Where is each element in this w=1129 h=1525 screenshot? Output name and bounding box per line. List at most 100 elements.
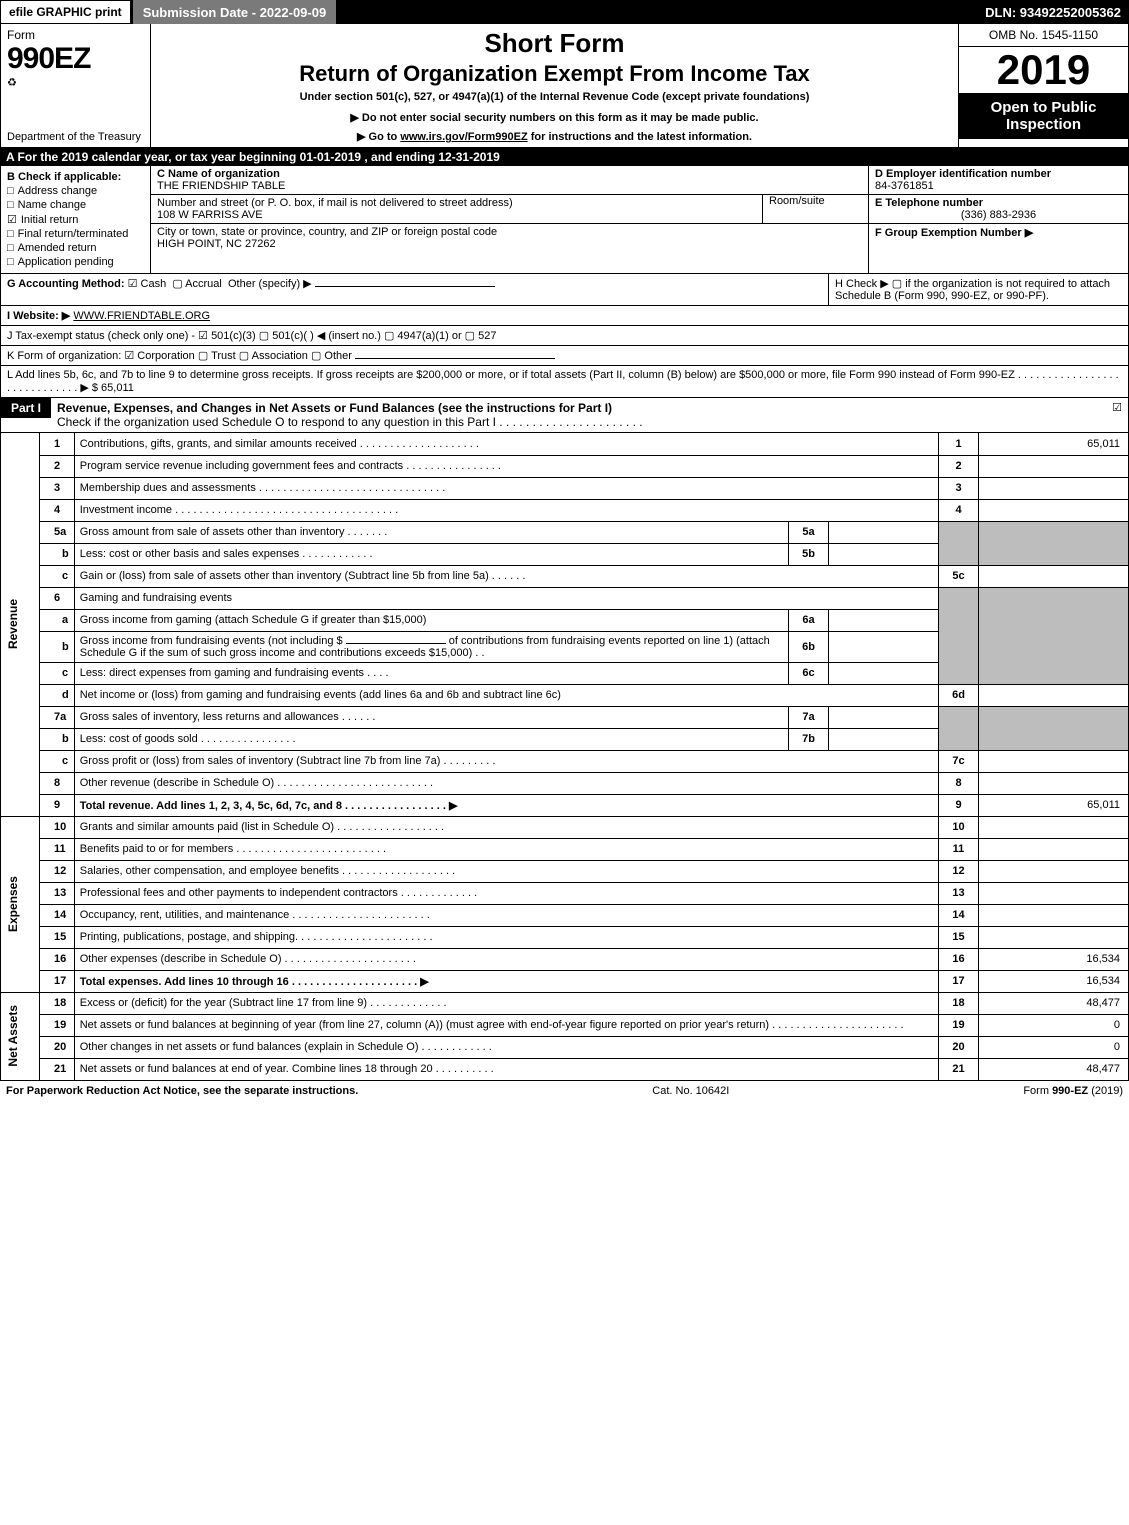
g-label: G Accounting Method: bbox=[7, 278, 125, 290]
l19-desc: Net assets or fund balances at beginning… bbox=[74, 1014, 938, 1036]
l12-rnum: 12 bbox=[939, 860, 979, 882]
line-2: 2 Program service revenue including gove… bbox=[1, 455, 1129, 477]
chk-address-change[interactable]: Address change bbox=[7, 185, 144, 197]
l6a-desc: Gross income from gaming (attach Schedul… bbox=[74, 609, 788, 631]
under-section: Under section 501(c), 527, or 4947(a)(1)… bbox=[159, 91, 950, 103]
l5a-desc: Gross amount from sale of assets other t… bbox=[74, 521, 788, 543]
l5a-num: 5a bbox=[40, 521, 75, 543]
line-1: Revenue 1 Contributions, gifts, grants, … bbox=[1, 433, 1129, 455]
line-5a: 5a Gross amount from sale of assets othe… bbox=[1, 521, 1129, 543]
k-other-line bbox=[355, 358, 555, 359]
section-b-title: B Check if applicable: bbox=[7, 171, 144, 183]
line-13: 13 Professional fees and other payments … bbox=[1, 882, 1129, 904]
g-other[interactable]: Other (specify) ▶ bbox=[228, 278, 312, 290]
l6b-mini: 6b bbox=[789, 631, 829, 662]
efile-print-button[interactable]: efile GRAPHIC print bbox=[0, 0, 131, 24]
l7c-rnum: 7c bbox=[939, 750, 979, 772]
dln-label: DLN: 93492252005362 bbox=[977, 0, 1129, 24]
l20-rnum: 20 bbox=[939, 1036, 979, 1058]
form-header: Form 990EZ ♻ Department of the Treasury … bbox=[0, 24, 1129, 148]
l5c-val bbox=[979, 565, 1129, 587]
line-14: 14 Occupancy, rent, utilities, and maint… bbox=[1, 904, 1129, 926]
street-value: 108 W FARRISS AVE bbox=[157, 209, 756, 221]
g-cash[interactable]: ☑ Cash bbox=[128, 278, 167, 290]
l6c-num: c bbox=[40, 662, 75, 684]
row-h: H Check ▶ ▢ if the organization is not r… bbox=[828, 274, 1128, 305]
l6a-num: a bbox=[40, 609, 75, 631]
l1-desc: Contributions, gifts, grants, and simila… bbox=[74, 433, 938, 455]
l14-desc: Occupancy, rent, utilities, and maintena… bbox=[74, 904, 938, 926]
l11-desc: Benefits paid to or for members . . . . … bbox=[74, 838, 938, 860]
part-1-label: Part I bbox=[1, 398, 51, 418]
chk-application-pending[interactable]: Application pending bbox=[7, 256, 144, 268]
j-text: J Tax-exempt status (check only one) - ☑… bbox=[7, 330, 496, 342]
l6a-mini: 6a bbox=[789, 609, 829, 631]
chk-final-return[interactable]: Final return/terminated bbox=[7, 228, 144, 240]
section-c: C Name of organization THE FRIENDSHIP TA… bbox=[151, 166, 868, 273]
l19-num: 19 bbox=[40, 1014, 75, 1036]
k-text: K Form of organization: ☑ Corporation ▢ … bbox=[7, 350, 352, 362]
l21-desc: Net assets or fund balances at end of ye… bbox=[74, 1058, 938, 1080]
l17-rnum: 17 bbox=[939, 970, 979, 992]
l19-val: 0 bbox=[979, 1014, 1129, 1036]
l17-num: 17 bbox=[40, 970, 75, 992]
i-label: I Website: ▶ bbox=[7, 310, 70, 322]
chk-name-change[interactable]: Name change bbox=[7, 199, 144, 211]
line-9: 9 Total revenue. Add lines 1, 2, 3, 4, 5… bbox=[1, 794, 1129, 816]
l11-val bbox=[979, 838, 1129, 860]
l3-desc: Membership dues and assessments . . . . … bbox=[74, 477, 938, 499]
l4-num: 4 bbox=[40, 499, 75, 521]
l15-desc: Printing, publications, postage, and shi… bbox=[74, 926, 938, 948]
l14-rnum: 14 bbox=[939, 904, 979, 926]
ssn-warning: ▶ Do not enter social security numbers o… bbox=[159, 111, 950, 124]
l7b-mini: 7b bbox=[789, 728, 829, 750]
l18-rnum: 18 bbox=[939, 992, 979, 1014]
row-l: L Add lines 5b, 6c, and 7b to line 9 to … bbox=[0, 366, 1129, 398]
line-5c: c Gain or (loss) from sale of assets oth… bbox=[1, 565, 1129, 587]
l16-desc: Other expenses (describe in Schedule O) … bbox=[74, 948, 938, 970]
l4-val bbox=[979, 499, 1129, 521]
open-public-inspection: Open to Public Inspection bbox=[959, 93, 1128, 139]
ein-value: 84-3761851 bbox=[875, 180, 1122, 192]
chk-amended-return[interactable]: Amended return bbox=[7, 242, 144, 254]
l6b-num: b bbox=[40, 631, 75, 662]
l6d-val bbox=[979, 684, 1129, 706]
line-16: 16 Other expenses (describe in Schedule … bbox=[1, 948, 1129, 970]
page-footer: For Paperwork Reduction Act Notice, see … bbox=[0, 1081, 1129, 1101]
header-right: OMB No. 1545-1150 2019 Open to Public In… bbox=[958, 24, 1128, 147]
chk-initial-return[interactable]: Initial return bbox=[7, 213, 144, 226]
l7b-minival bbox=[829, 728, 939, 750]
l7c-desc: Gross profit or (loss) from sales of inv… bbox=[74, 750, 938, 772]
l9-rnum: 9 bbox=[939, 794, 979, 816]
l20-num: 20 bbox=[40, 1036, 75, 1058]
l18-num: 18 bbox=[40, 992, 75, 1014]
l15-rnum: 15 bbox=[939, 926, 979, 948]
l5a-mini: 5a bbox=[789, 521, 829, 543]
l13-val bbox=[979, 882, 1129, 904]
g-accrual[interactable]: ▢ Accrual bbox=[172, 278, 222, 290]
goto-link-row: ▶ Go to www.irs.gov/Form990EZ for instru… bbox=[159, 130, 950, 143]
l7b-desc: Less: cost of goods sold . . . . . . . .… bbox=[74, 728, 788, 750]
side-expenses: Expenses bbox=[6, 876, 20, 932]
tel-label: E Telephone number bbox=[875, 197, 1122, 209]
l5c-num: c bbox=[40, 565, 75, 587]
irs-link[interactable]: www.irs.gov/Form990EZ bbox=[400, 131, 527, 143]
l7a-desc: Gross sales of inventory, less returns a… bbox=[74, 706, 788, 728]
website-value[interactable]: WWW.FRIENDTABLE.ORG bbox=[73, 310, 210, 322]
l5a-minival bbox=[829, 521, 939, 543]
footer-right: Form 990-EZ (2019) bbox=[1023, 1085, 1123, 1097]
l13-rnum: 13 bbox=[939, 882, 979, 904]
tel-row: E Telephone number (336) 883-2936 bbox=[869, 195, 1128, 224]
l18-val: 48,477 bbox=[979, 992, 1129, 1014]
tel-value: (336) 883-2936 bbox=[875, 209, 1122, 221]
org-name-row: C Name of organization THE FRIENDSHIP TA… bbox=[151, 166, 868, 195]
l16-rnum: 16 bbox=[939, 948, 979, 970]
l3-num: 3 bbox=[40, 477, 75, 499]
footer-left: For Paperwork Reduction Act Notice, see … bbox=[6, 1085, 358, 1097]
line-12: 12 Salaries, other compensation, and emp… bbox=[1, 860, 1129, 882]
l3-rnum: 3 bbox=[939, 477, 979, 499]
l17-val: 16,534 bbox=[979, 970, 1129, 992]
part-1-check[interactable]: ☑ bbox=[1106, 398, 1128, 417]
l5b-minival bbox=[829, 543, 939, 565]
line-18: Net Assets 18 Excess or (deficit) for th… bbox=[1, 992, 1129, 1014]
